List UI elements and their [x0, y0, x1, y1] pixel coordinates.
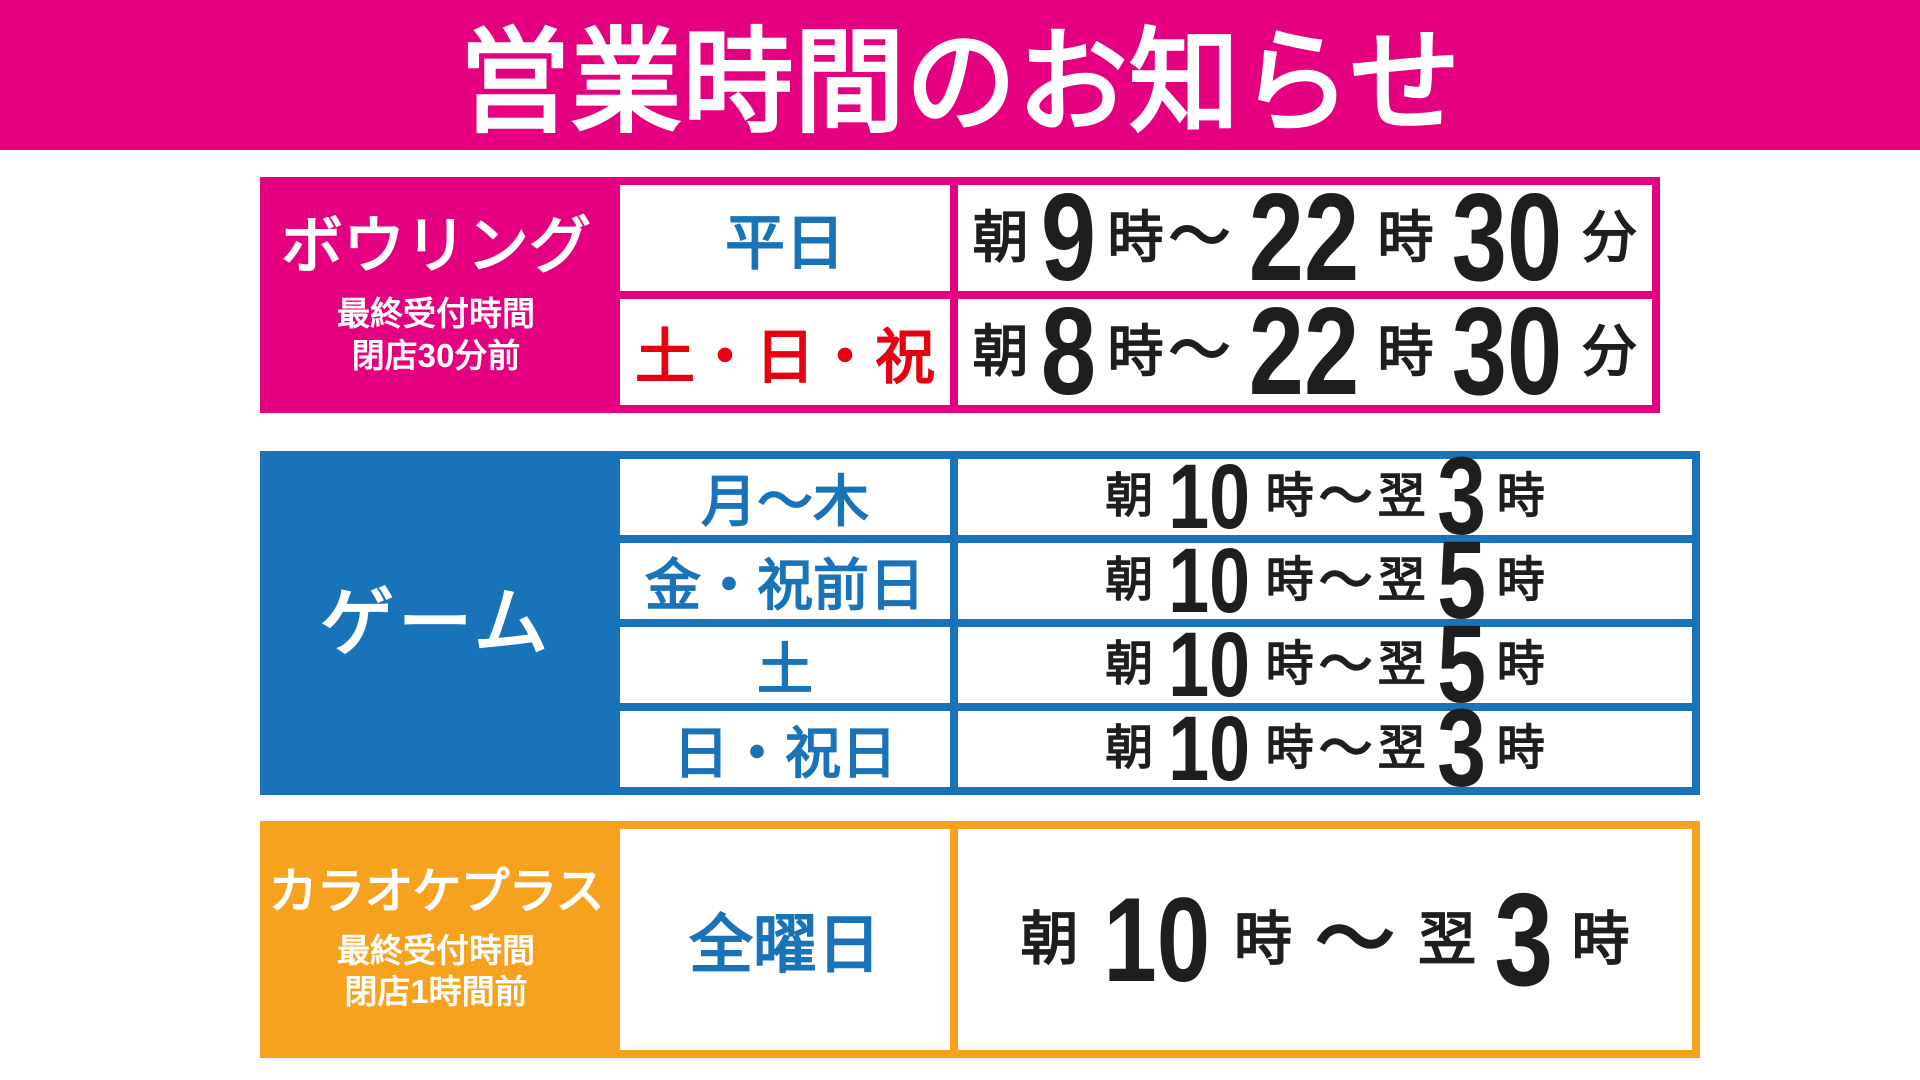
time-kanji: 翌	[1377, 722, 1426, 775]
tilde-separator: ～	[1318, 551, 1373, 611]
time-kanji: 時	[1265, 722, 1314, 775]
section-name: ボウリング	[280, 212, 591, 282]
time-kanji: 翌	[1418, 906, 1477, 972]
time-kanji: 時	[1496, 554, 1545, 607]
time-kanji: 翌	[1377, 638, 1426, 691]
page-title: 営業時間のお知らせ	[459, 20, 1461, 147]
time-cell: 朝 10 時～翌 3 時	[958, 829, 1692, 1050]
time-cell: 朝 8 時～ 22 時 30 分	[958, 290, 1652, 414]
section-bowling: ボウリング 最終受付時間 閉店30分前 平日朝 9 時～ 22 時 30 分土・日・祝朝 8 時…	[260, 176, 1660, 414]
schedule-row: 金・祝前日朝 10 時～翌 5 時	[620, 526, 1692, 636]
day-cell: 日・祝日	[620, 711, 950, 787]
time-kanji: 朝	[1105, 638, 1154, 691]
section-note: 閉店1時間前	[344, 973, 528, 1011]
schedule-row: 土朝 10 時～翌 5 時	[620, 610, 1692, 720]
time-number: 22	[1248, 169, 1359, 307]
bowling-label-block: ボウリング 最終受付時間 閉店30分前	[260, 177, 612, 413]
day-cell: 平日	[620, 185, 950, 291]
schedule-row: 平日朝 9 時～ 22 時 30 分	[620, 176, 1652, 300]
schedule-row: 月～木朝 10 時～翌 3 時	[620, 442, 1692, 552]
tilde-separator: ～	[1318, 719, 1373, 779]
karaoke-schedule-table: 全曜日朝 10 時～翌 3 時	[612, 821, 1700, 1058]
time-cell: 朝 10 時～翌 5 時	[958, 610, 1692, 720]
time-number: 10	[1168, 698, 1251, 800]
time-kanji: 朝	[1020, 906, 1079, 972]
time-kanji: 時	[1496, 470, 1545, 523]
time-number: 3	[1436, 435, 1486, 558]
section-note: 最終受付時間	[337, 295, 535, 333]
time-number: 9	[1040, 169, 1096, 307]
schedule-row: 土・日・祝朝 8 時～ 22 時 30 分	[620, 290, 1652, 414]
bowling-schedule-table: 平日朝 9 時～ 22 時 30 分土・日・祝朝 8 時～ 22 時 30 分	[612, 176, 1660, 414]
time-number: 10	[1168, 614, 1251, 716]
section-karaoke: カラオケプラス 最終受付時間 閉店1時間前 全曜日朝 10 時～翌 3 時	[260, 821, 1700, 1058]
section-name: ゲーム	[320, 581, 552, 665]
time-kanji: 時	[1571, 906, 1630, 972]
time-number: 22	[1248, 283, 1359, 421]
time-cell: 朝 10 時～翌 5 時	[958, 526, 1692, 636]
time-kanji: 翌	[1377, 554, 1426, 607]
time-kanji: 分	[1581, 320, 1638, 383]
time-number: 30	[1452, 169, 1563, 307]
game-schedule-table: 月～木朝 10 時～翌 3 時金・祝前日朝 10 時～翌 5 時土朝 10 時～翌 5 時日・祝日朝 10…	[612, 442, 1700, 804]
time-cell: 朝 9 時～ 22 時 30 分	[958, 176, 1652, 300]
tilde-separator: ～	[1318, 635, 1373, 695]
tilde-separator: ～	[1168, 203, 1231, 272]
time-kanji: 時	[1377, 320, 1434, 383]
time-cell: 朝 10 時～翌 3 時	[958, 442, 1692, 552]
schedule-row: 日・祝日朝 10 時～翌 3 時	[620, 694, 1692, 804]
time-kanji: 時	[1234, 906, 1293, 972]
time-number: 10	[1102, 872, 1210, 1007]
time-kanji: 時	[1496, 638, 1545, 691]
section-game: ゲーム 月～木朝 10 時～翌 3 時金・祝前日朝 10 時～翌 5 時土朝 10 時～翌 5 時日・祝…	[260, 442, 1700, 804]
time-kanji: 分	[1581, 206, 1638, 269]
time-number: 10	[1168, 446, 1251, 548]
day-cell: 月～木	[620, 459, 950, 535]
time-number: 30	[1452, 283, 1563, 421]
time-kanji: 時	[1265, 554, 1314, 607]
karaoke-label-block: カラオケプラス 最終受付時間 閉店1時間前	[260, 821, 612, 1058]
time-kanji: 時	[1265, 470, 1314, 523]
time-number: 3	[1494, 865, 1554, 1013]
time-number: 3	[1436, 687, 1486, 810]
time-kanji: 朝	[1105, 470, 1154, 523]
time-kanji: 時	[1496, 722, 1545, 775]
time-number: 5	[1436, 603, 1486, 726]
day-cell: 金・祝前日	[620, 543, 950, 619]
time-kanji: 時	[1107, 206, 1164, 269]
time-kanji: 朝	[972, 320, 1029, 383]
time-kanji: 朝	[1105, 554, 1154, 607]
time-kanji: 時	[1107, 320, 1164, 383]
time-kanji: 朝	[972, 206, 1029, 269]
time-kanji: 時	[1265, 638, 1314, 691]
time-number: 10	[1168, 530, 1251, 632]
game-label-block: ゲーム	[260, 451, 612, 795]
day-cell: 土・日・祝	[620, 299, 950, 405]
header-banner: 営業時間のお知らせ	[0, 0, 1920, 150]
day-cell: 全曜日	[620, 829, 950, 1050]
time-cell: 朝 10 時～翌 3 時	[958, 694, 1692, 804]
tilde-separator: ～	[1315, 894, 1396, 984]
time-number: 5	[1436, 519, 1486, 642]
time-number: 8	[1040, 283, 1096, 421]
section-note: 閉店30分前	[351, 336, 521, 374]
schedule-row: 全曜日朝 10 時～翌 3 時	[620, 829, 1692, 1050]
time-kanji: 時	[1377, 206, 1434, 269]
day-cell: 土	[620, 627, 950, 703]
tilde-separator: ～	[1168, 317, 1231, 386]
tilde-separator: ～	[1318, 467, 1373, 527]
section-note: 最終受付時間	[337, 931, 535, 969]
section-name: カラオケプラス	[268, 864, 604, 919]
time-kanji: 朝	[1105, 722, 1154, 775]
time-kanji: 翌	[1377, 470, 1426, 523]
